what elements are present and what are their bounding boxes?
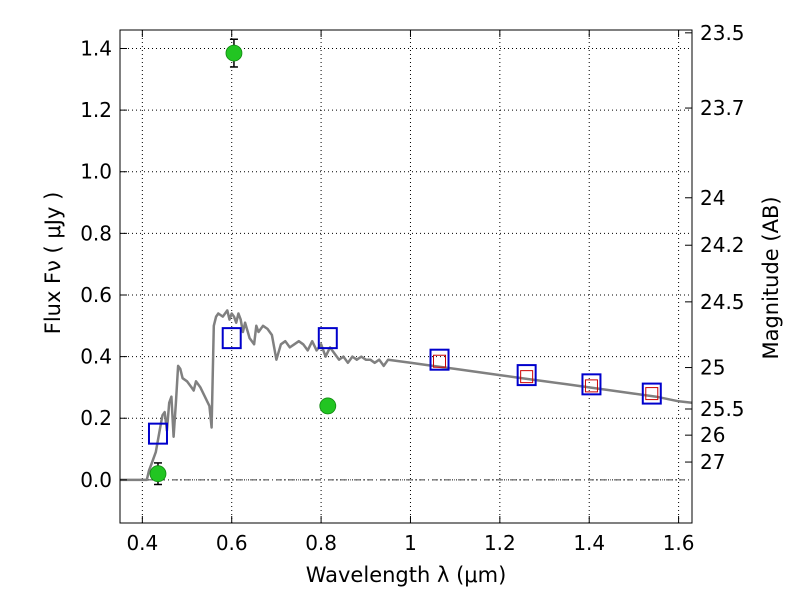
model-spectrum-line — [120, 309, 693, 482]
right-tick-label: 26 — [700, 423, 725, 447]
blue-square-marker — [221, 327, 242, 350]
observed-point-marker — [149, 465, 167, 483]
x-tick-label: 1.6 — [663, 531, 695, 555]
y-tick-label: 0.8 — [80, 221, 112, 245]
red-square-marker — [645, 387, 659, 401]
x-tick-label: 1.2 — [484, 531, 516, 555]
y-tick-label: 0.4 — [80, 345, 112, 369]
red-square-marker — [584, 379, 598, 393]
right-tick-label: 23.5 — [700, 21, 745, 45]
right-axis-title: Magnitude (AB) — [759, 196, 783, 359]
grid — [120, 30, 692, 523]
red-square-marker — [433, 354, 447, 368]
right-tick-label: 27 — [700, 450, 725, 474]
x-axis-title: Wavelength λ (μm) — [306, 563, 507, 587]
series-layer — [120, 38, 693, 486]
blue-square-marker — [317, 327, 338, 350]
right-tick-label: 24 — [700, 186, 725, 210]
axis-ticks: 0.4 0.6 0.8 1 1.2 1.4 1.6 0.0 0.2 0.4 0.6 0.8 1.0 1.2… — [80, 21, 744, 555]
observed-point-marker — [225, 44, 243, 62]
y-axis-title: Flux Fν ( μJy ) — [41, 192, 65, 335]
x-tick-label: 0.8 — [305, 531, 337, 555]
x-tick-label: 0.4 — [126, 531, 158, 555]
red-square-marker — [520, 370, 534, 384]
blue-square-marker — [581, 373, 602, 396]
y-tick-label: 1.4 — [80, 36, 112, 60]
blue-square-marker — [641, 382, 662, 405]
right-tick-label: 25.5 — [700, 397, 745, 421]
y-tick-label: 0.2 — [80, 406, 112, 430]
blue-square-marker — [516, 364, 537, 387]
x-tick-label: 1.4 — [573, 531, 605, 555]
right-tick-label: 24.2 — [700, 233, 745, 257]
plot-frame — [119, 29, 693, 524]
blue-square-marker — [429, 348, 450, 371]
y-tick-label: 1.0 — [80, 160, 112, 184]
x-tick-label: 0.6 — [216, 531, 248, 555]
x-tick-label: 1 — [404, 531, 417, 555]
y-tick-label: 1.2 — [80, 98, 112, 122]
blue-square-marker — [147, 422, 168, 445]
right-tick-label: 23.7 — [700, 96, 745, 120]
y-tick-label: 0.0 — [80, 468, 112, 492]
observed-point-marker — [319, 397, 337, 415]
y-tick-label: 0.6 — [80, 283, 112, 307]
right-tick-label: 25 — [700, 356, 725, 380]
right-tick-label: 24.5 — [700, 290, 745, 314]
